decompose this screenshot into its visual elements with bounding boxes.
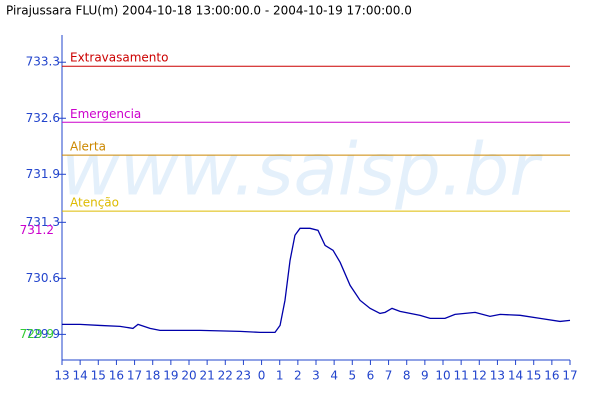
x-tick-label: 22	[218, 369, 233, 383]
x-tick-label: 14	[73, 369, 88, 383]
x-tick-label: 1	[276, 369, 284, 383]
x-tick-label: 4	[330, 369, 338, 383]
x-tick-label: 11	[454, 369, 469, 383]
x-tick-label: 12	[472, 369, 487, 383]
threshold-label: Alerta	[70, 140, 106, 154]
threshold-label: Extravasamento	[70, 51, 168, 65]
x-tick-label: 5	[348, 369, 356, 383]
y-tick-label: 729.9	[26, 327, 60, 341]
x-tick-label: 20	[181, 369, 196, 383]
y-tick-label: 731.3	[26, 215, 60, 229]
x-tick-label: 8	[403, 369, 411, 383]
x-tick-label: 21	[200, 369, 215, 383]
x-tick-label: 17	[562, 369, 577, 383]
threshold-label: Emergencia	[70, 107, 141, 121]
y-tick-label: 730.6	[26, 271, 60, 285]
x-tick-label: 15	[526, 369, 541, 383]
x-tick-label: 9	[421, 369, 429, 383]
x-tick-label: 13	[490, 369, 505, 383]
data-line	[62, 227, 571, 334]
chart-title: Pirajussara FLU(m) 2004-10-18 13:00:00.0…	[6, 4, 412, 18]
y-tick-label: 732.6	[26, 111, 60, 125]
x-tick-label: 3	[312, 369, 320, 383]
y-tick-label: 731.9	[26, 167, 60, 181]
x-tick-label: 23	[236, 369, 251, 383]
extreme-label: 729.9	[20, 327, 54, 341]
x-tick-label: 6	[367, 369, 375, 383]
x-tick-label: 14	[508, 369, 523, 383]
x-tick-label: 18	[145, 369, 160, 383]
x-tick-label: 0	[258, 369, 266, 383]
x-tick-label: 17	[127, 369, 142, 383]
x-tick-label: 13	[54, 369, 69, 383]
x-tick-label: 19	[163, 369, 178, 383]
extreme-label: 731.2	[20, 223, 54, 237]
x-tick-label: 16	[109, 369, 124, 383]
x-tick-label: 15	[91, 369, 106, 383]
threshold-label: Atenção	[70, 196, 119, 210]
x-tick-label: 7	[385, 369, 393, 383]
x-tick-label: 2	[294, 369, 302, 383]
y-tick-label: 733.3	[26, 55, 60, 69]
watermark: www.saisp.br	[61, 128, 543, 212]
x-tick-label: 16	[544, 369, 559, 383]
x-tick-label: 10	[435, 369, 450, 383]
